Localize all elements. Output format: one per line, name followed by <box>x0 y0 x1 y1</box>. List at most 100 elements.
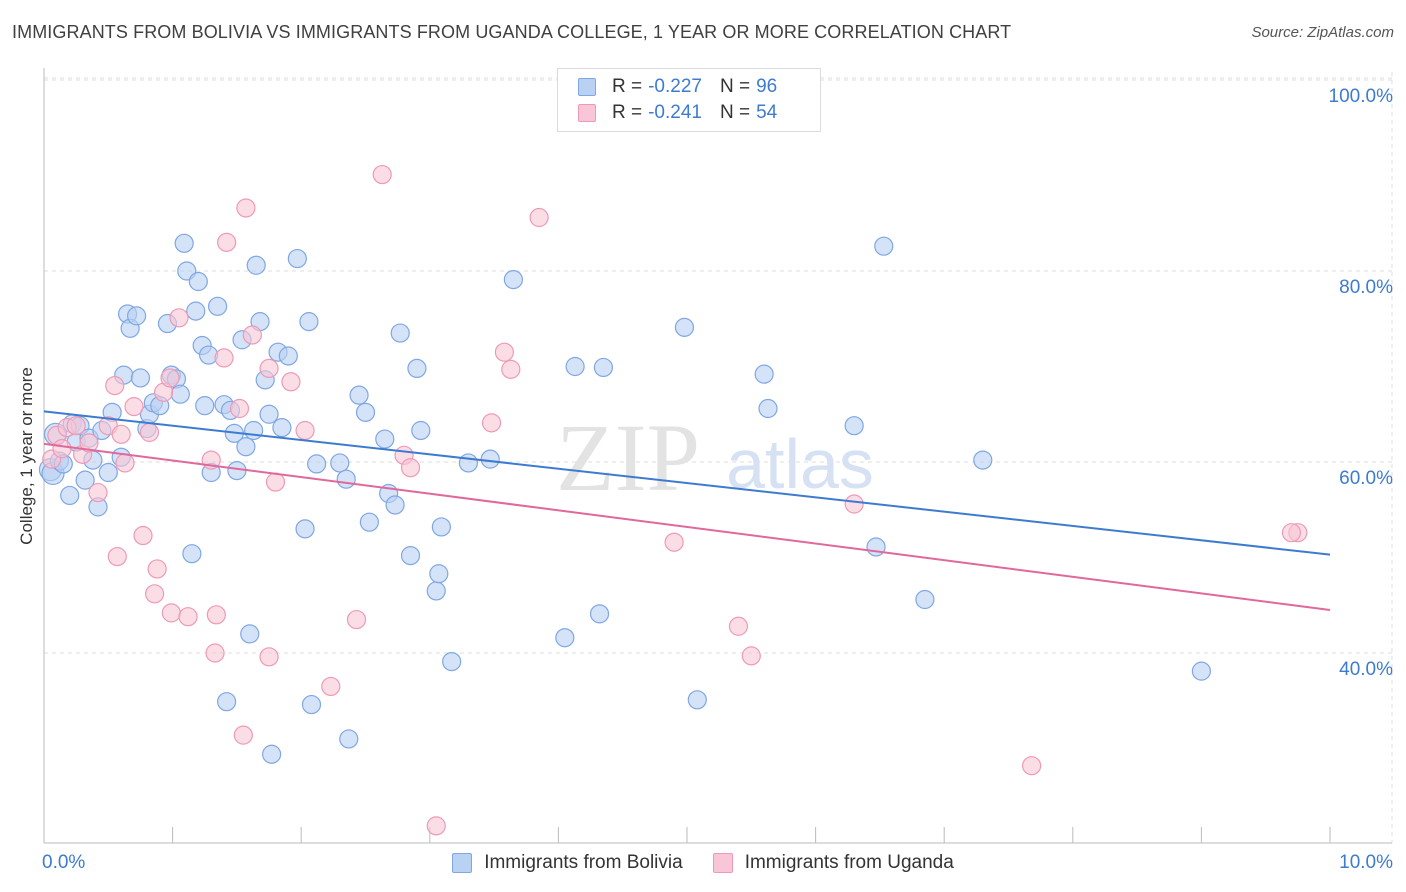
legend-r-value: -0.241 <box>648 102 702 123</box>
point-uganda <box>178 607 198 627</box>
point-bolivia <box>182 544 202 564</box>
y-tick-40: 40.0% <box>1339 659 1393 680</box>
legend-n-label: N = <box>719 76 751 97</box>
source-label: Source: ZipAtlas.com <box>1251 24 1394 41</box>
point-bolivia <box>442 651 462 672</box>
point-uganda <box>844 494 864 514</box>
point-uganda <box>242 325 262 345</box>
point-bolivia <box>400 545 421 566</box>
point-bolivia <box>390 323 410 343</box>
legend-row-bolivia: R = -0.227 N = 96 <box>578 75 777 99</box>
point-bolivia <box>1191 661 1212 681</box>
point-bolivia <box>299 312 319 332</box>
point-bolivia <box>272 418 292 438</box>
point-bolivia <box>555 628 575 648</box>
point-uganda <box>52 439 72 459</box>
point-uganda <box>139 422 160 442</box>
legend-r-label: R = <box>612 102 643 123</box>
point-uganda <box>229 398 250 419</box>
point-uganda <box>214 348 234 368</box>
point-bolivia <box>60 485 80 506</box>
point-uganda <box>111 424 131 444</box>
point-bolivia <box>431 517 451 537</box>
point-bolivia <box>411 420 431 441</box>
point-uganda <box>346 609 367 630</box>
point-bolivia <box>915 589 935 610</box>
y-tick-60: 60.0% <box>1339 468 1393 489</box>
point-uganda <box>233 725 253 745</box>
point-bolivia <box>126 306 147 326</box>
legend-r-label: R = <box>612 76 643 97</box>
grid-lines <box>44 72 1393 843</box>
trend-lines <box>43 410 1331 612</box>
point-uganda <box>501 359 521 379</box>
legend-swatch-bolivia <box>578 78 596 96</box>
point-bolivia <box>674 317 695 337</box>
chart-title: IMMIGRANTS FROM BOLIVIA VS IMMIGRANTS FR… <box>12 22 1012 42</box>
point-uganda <box>107 546 127 567</box>
data-points <box>38 164 1308 836</box>
point-uganda <box>144 584 165 604</box>
point-bolivia <box>687 690 707 710</box>
y-tick-100: 100.0% <box>1328 86 1393 107</box>
point-bolivia <box>375 429 395 449</box>
point-bolivia <box>407 358 427 379</box>
point-bolivia <box>429 564 449 584</box>
point-bolivia <box>754 364 774 384</box>
legend-swatch-uganda <box>578 104 596 122</box>
point-bolivia <box>208 296 228 316</box>
point-uganda <box>372 164 392 185</box>
point-bolivia <box>174 233 194 253</box>
point-uganda <box>741 646 761 666</box>
x-tick-min: 0.0% <box>42 852 86 873</box>
point-uganda <box>265 472 286 492</box>
series-label-bolivia: Immigrants from Bolivia <box>484 852 683 873</box>
series-legend-uganda: Immigrants from Uganda <box>712 852 954 874</box>
point-uganda <box>321 676 341 697</box>
y-axis-label: College, 1 year or more <box>17 367 36 545</box>
point-uganda <box>400 458 421 478</box>
point-bolivia <box>480 449 500 469</box>
point-bolivia <box>339 729 359 749</box>
point-bolivia <box>349 385 369 405</box>
point-uganda <box>426 816 446 836</box>
legend-r-value: -0.227 <box>648 76 702 97</box>
point-uganda <box>1281 523 1302 543</box>
point-uganda <box>79 433 99 453</box>
point-uganda <box>481 413 502 433</box>
point-bolivia <box>973 450 993 470</box>
point-bolivia <box>246 255 266 275</box>
point-uganda <box>236 198 256 218</box>
point-uganda <box>529 207 549 228</box>
series-swatch-uganda <box>712 853 733 873</box>
point-bolivia <box>359 512 379 532</box>
point-uganda <box>161 603 181 623</box>
point-uganda <box>169 308 189 328</box>
trend-line-uganda <box>43 442 1331 612</box>
point-uganda <box>1022 756 1042 776</box>
point-bolivia <box>589 604 610 624</box>
point-bolivia <box>301 694 322 715</box>
point-bolivia <box>336 469 356 489</box>
point-uganda <box>295 420 315 441</box>
point-bolivia <box>259 404 279 424</box>
point-bolivia <box>217 692 237 712</box>
point-bolivia <box>188 271 208 292</box>
stats-legend: R = -0.227 N = 96 R = -0.241 N = 54 <box>557 68 821 132</box>
point-uganda <box>66 416 86 436</box>
point-uganda <box>115 453 135 473</box>
watermark-zip: ZIP <box>556 404 700 511</box>
point-uganda <box>206 605 226 625</box>
point-uganda <box>664 532 684 552</box>
point-bolivia <box>844 416 864 436</box>
y-tick-80: 80.0% <box>1339 277 1393 298</box>
x-tick-max: 10.0% <box>1339 852 1393 873</box>
point-uganda <box>160 368 180 388</box>
point-uganda <box>281 372 301 392</box>
watermark: ZIP atlas <box>556 404 874 511</box>
watermark-atlas: atlas <box>726 425 874 503</box>
legend-n-value: 54 <box>756 102 778 123</box>
point-bolivia <box>278 346 298 366</box>
point-bolivia <box>565 356 585 377</box>
point-bolivia <box>195 396 215 416</box>
